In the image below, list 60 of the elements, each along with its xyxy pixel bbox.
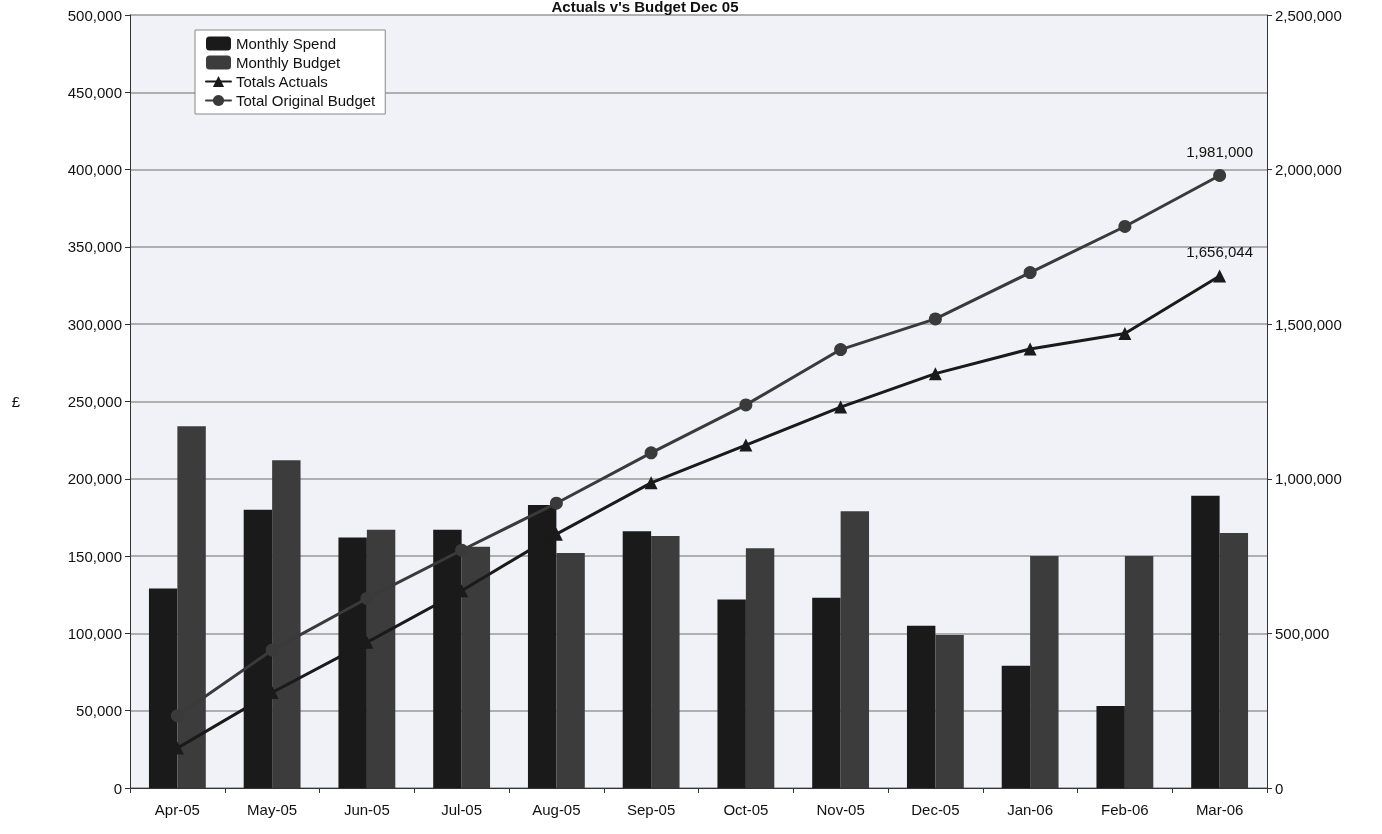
bar	[906, 625, 936, 788]
point	[549, 496, 563, 510]
point	[1023, 342, 1037, 356]
y-tick-label: 0	[113, 779, 122, 797]
point	[1023, 266, 1037, 280]
x-tick-label: Mar-06	[1195, 801, 1244, 818]
x-tick-label: Jul-05	[441, 801, 483, 818]
legend-label: Monthly Spend	[236, 35, 337, 52]
bar	[1001, 665, 1031, 788]
y-tick-label: 400,000	[67, 161, 122, 179]
point	[1213, 269, 1227, 283]
data-label: 1,981,000	[1186, 142, 1253, 160]
point	[1118, 326, 1132, 340]
x-tick-label: Aug-05	[532, 801, 581, 818]
bar	[1191, 495, 1220, 788]
y-tick-label: 300,000	[67, 315, 122, 333]
y2-tick-label: 1,000,000	[1275, 470, 1342, 488]
y2-tick-label: 500,000	[1275, 624, 1330, 642]
y-tick-label: 50,000	[76, 702, 122, 720]
point	[455, 543, 469, 557]
y-axis-title: £	[11, 393, 21, 410]
point	[739, 438, 753, 452]
point	[644, 446, 658, 460]
y-tick-label: 350,000	[67, 238, 122, 256]
data-label: 1,656,044	[1186, 243, 1253, 261]
x-tick-label: Nov-05	[816, 801, 865, 818]
y-tick-label: 450,000	[67, 83, 122, 101]
x-tick-label: May-05	[247, 801, 298, 818]
legend-label: Monthly Budget	[236, 54, 342, 71]
x-tick-label: Apr-05	[154, 801, 200, 818]
point	[1213, 168, 1227, 182]
x-tick-label: Jan-06	[1007, 801, 1054, 818]
x-tick-label: Jun-05	[343, 801, 390, 818]
bar	[717, 599, 746, 788]
point	[928, 367, 942, 381]
chart-title: Actuals v's Budget Dec 05	[551, 0, 739, 15]
y-tick-label: 250,000	[67, 393, 122, 410]
x-tick-label: Sep-05	[626, 801, 676, 818]
y2-tick-label: 0	[1275, 779, 1284, 797]
x-tick-label: Feb-06	[1101, 801, 1149, 818]
bar	[622, 531, 652, 788]
y2-tick-label: 1,500,000	[1275, 315, 1342, 333]
y-tick-label: 100,000	[67, 624, 122, 642]
bar	[812, 597, 841, 788]
y2-tick-label: 2,500,000	[1275, 6, 1342, 24]
legend-label: Totals Actuals	[236, 73, 328, 90]
y-tick-label: 150,000	[67, 547, 122, 565]
x-tick-label: Oct-05	[723, 801, 769, 818]
point	[1118, 220, 1132, 233]
legend-label: Total Original Budget	[236, 92, 377, 109]
y2-tick-label: 2,000,000	[1275, 161, 1342, 179]
point	[834, 400, 848, 414]
y-tick-label: 500,000	[67, 6, 122, 24]
point	[834, 343, 848, 357]
x-tick-label: Dec-05	[911, 801, 960, 818]
point	[928, 312, 942, 326]
point	[644, 476, 658, 490]
bar	[1096, 706, 1125, 788]
y-tick-label: 200,000	[67, 470, 122, 488]
point	[739, 398, 753, 412]
